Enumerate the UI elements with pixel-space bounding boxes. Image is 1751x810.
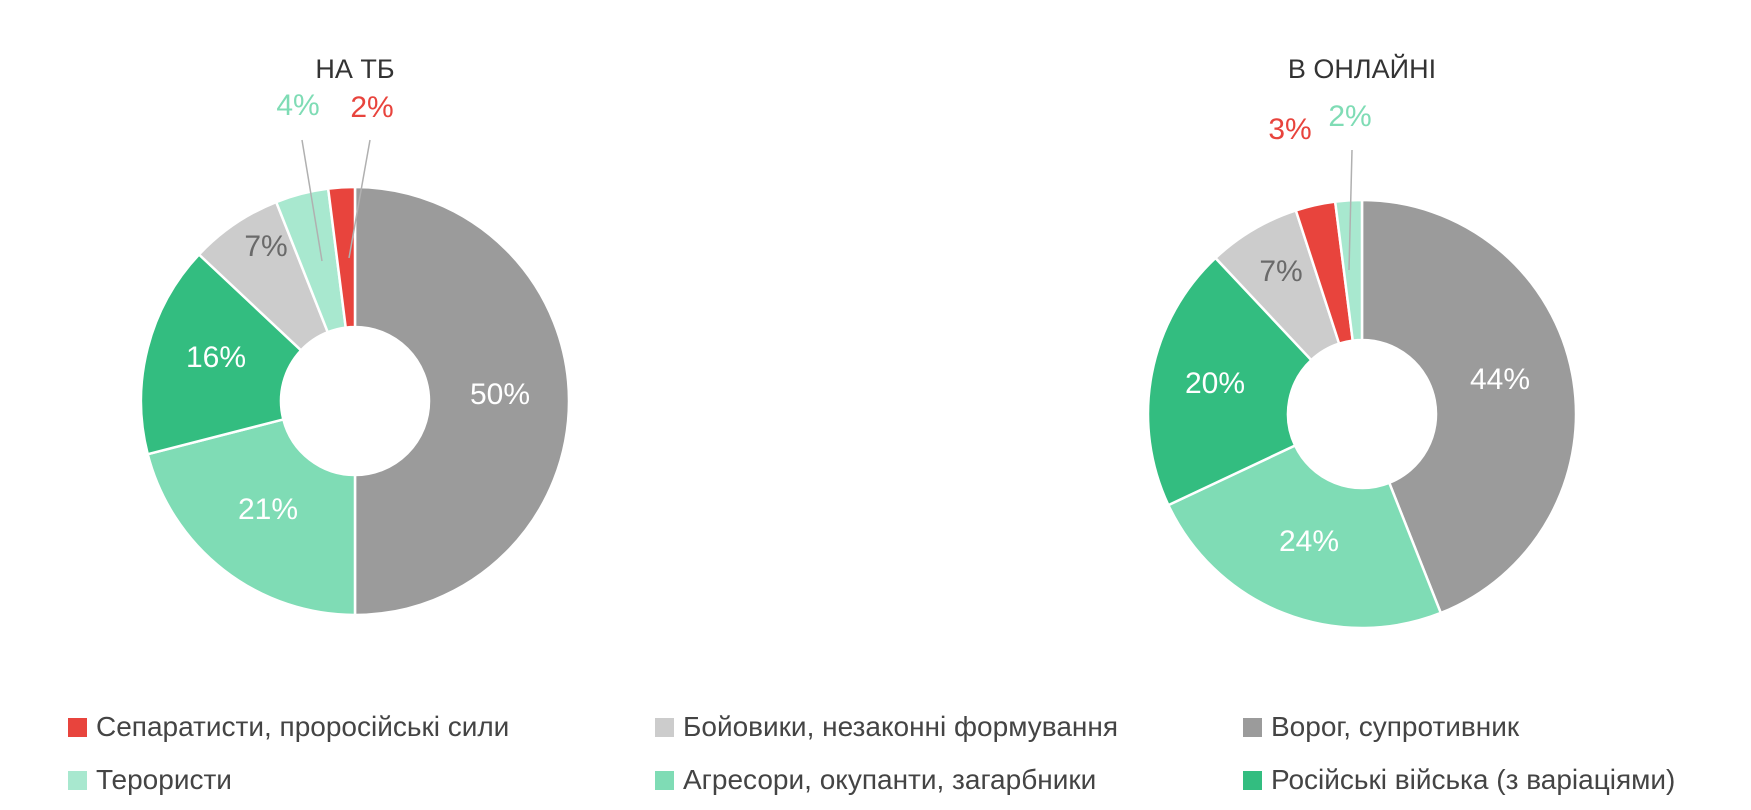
- legend-item-separatists: Сепаратисти, проросійські сили: [68, 711, 509, 743]
- leader-line-terrorists: [301, 139, 323, 262]
- legend-swatch-aggressors: [655, 770, 674, 790]
- donut-chart-1: НА ТБ 50% 21% 16% 7% 4% 2%: [139, 54, 571, 617]
- slice-label-russiantroops: 20%: [1185, 367, 1245, 400]
- slice-label-russiantroops: 16%: [186, 341, 246, 374]
- legend-item-terrorists: Терористи: [68, 764, 232, 796]
- legend-item-enemy: Ворог, супротивник: [1243, 711, 1519, 743]
- slice-aggressors: [146, 417, 357, 617]
- slice-label-enemy: 50%: [470, 378, 530, 411]
- chart-title: НА ТБ: [315, 54, 394, 84]
- legend-label-separatists: Сепаратисти, проросійські сили: [96, 711, 510, 742]
- slice-label-militants: 7%: [244, 230, 287, 263]
- slice-label-terrorists: 4%: [276, 89, 319, 122]
- legend-label-terrorists: Терористи: [96, 764, 232, 795]
- donut-chart-2: В ОНЛАЙНІ 44% 24% 20% 7% 3% 2%: [1146, 53, 1578, 630]
- legend-label-aggressors: Агресори, окупанти, загарбники: [683, 764, 1097, 795]
- leader-line-separatists: [348, 139, 371, 259]
- slice-label-aggressors: 21%: [238, 493, 298, 526]
- slice-russiantroops: [139, 252, 303, 456]
- slice-aggressors: [1166, 443, 1443, 630]
- slice-terrorists: [1333, 198, 1364, 342]
- slice-label-separatists: 2%: [350, 91, 393, 124]
- legend-label-militants: Бойовики, незаконні формування: [683, 711, 1118, 742]
- slice-enemy: [1360, 198, 1578, 615]
- legend-swatch-terrorists: [68, 770, 87, 790]
- slice-label-aggressors: 24%: [1279, 525, 1339, 558]
- legend-swatch-enemy: [1243, 717, 1262, 737]
- slice-russiantroops: [1146, 256, 1314, 507]
- legend-label-russian-troops: Російські війська (з варіаціями): [1271, 764, 1676, 795]
- legend-item-aggressors: Агресори, окупанти, загарбники: [655, 764, 1096, 796]
- slice-label-terrorists: 2%: [1328, 100, 1371, 133]
- chart-title: В ОНЛАЙНІ: [1288, 53, 1436, 84]
- slice-label-militants: 7%: [1259, 255, 1302, 288]
- legend-swatch-militants: [655, 717, 674, 737]
- legend-label-enemy: Ворог, супротивник: [1271, 711, 1520, 742]
- legend-swatch-russian-troops: [1243, 770, 1262, 790]
- leader-line-terrorists: [1348, 149, 1353, 271]
- slice-separatists: [326, 185, 357, 329]
- slice-label-separatists: 3%: [1268, 113, 1311, 146]
- legend-swatch-separatists: [68, 717, 87, 737]
- slice-label-enemy: 44%: [1470, 363, 1530, 396]
- slice-enemy: [353, 185, 571, 617]
- legend-item-russian-troops: Російські війська (з варіаціями): [1243, 764, 1675, 796]
- legend-item-militants: Бойовики, незаконні формування: [655, 711, 1118, 743]
